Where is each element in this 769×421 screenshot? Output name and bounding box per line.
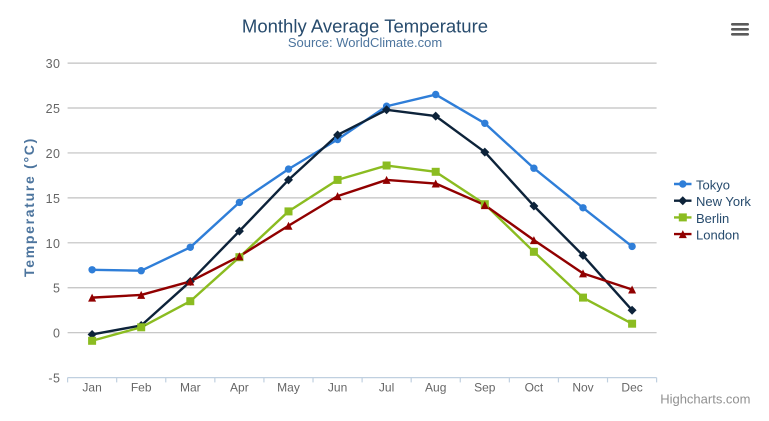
svg-text:20: 20 — [46, 147, 61, 161]
svg-text:Aug: Aug — [425, 381, 446, 395]
svg-text:Jul: Jul — [379, 381, 394, 395]
svg-text:Source: WorldClimate.com: Source: WorldClimate.com — [288, 35, 442, 50]
svg-text:Mar: Mar — [180, 381, 201, 395]
svg-text:Dec: Dec — [621, 381, 642, 395]
svg-text:London: London — [696, 228, 739, 243]
svg-text:5: 5 — [53, 282, 60, 296]
svg-text:Sep: Sep — [474, 381, 496, 395]
svg-text:Nov: Nov — [572, 381, 593, 395]
svg-text:25: 25 — [46, 102, 61, 116]
svg-text:-5: -5 — [48, 372, 60, 386]
svg-text:Oct: Oct — [525, 381, 544, 395]
svg-text:10: 10 — [46, 237, 61, 251]
svg-text:Jun: Jun — [328, 381, 347, 395]
svg-text:Jan: Jan — [82, 381, 101, 395]
svg-text:New York: New York — [696, 194, 751, 209]
svg-text:30: 30 — [46, 57, 61, 71]
svg-text:Berlin: Berlin — [696, 211, 729, 226]
svg-text:Feb: Feb — [131, 381, 152, 395]
svg-text:Tokyo: Tokyo — [696, 178, 730, 193]
svg-text:0: 0 — [53, 327, 60, 341]
svg-text:Highcharts.com: Highcharts.com — [660, 391, 750, 406]
svg-text:Apr: Apr — [230, 381, 249, 395]
svg-text:15: 15 — [46, 192, 61, 206]
svg-text:Temperature (°C): Temperature (°C) — [21, 137, 37, 277]
svg-text:Monthly Average Temperature: Monthly Average Temperature — [242, 16, 488, 37]
svg-text:May: May — [277, 381, 300, 395]
